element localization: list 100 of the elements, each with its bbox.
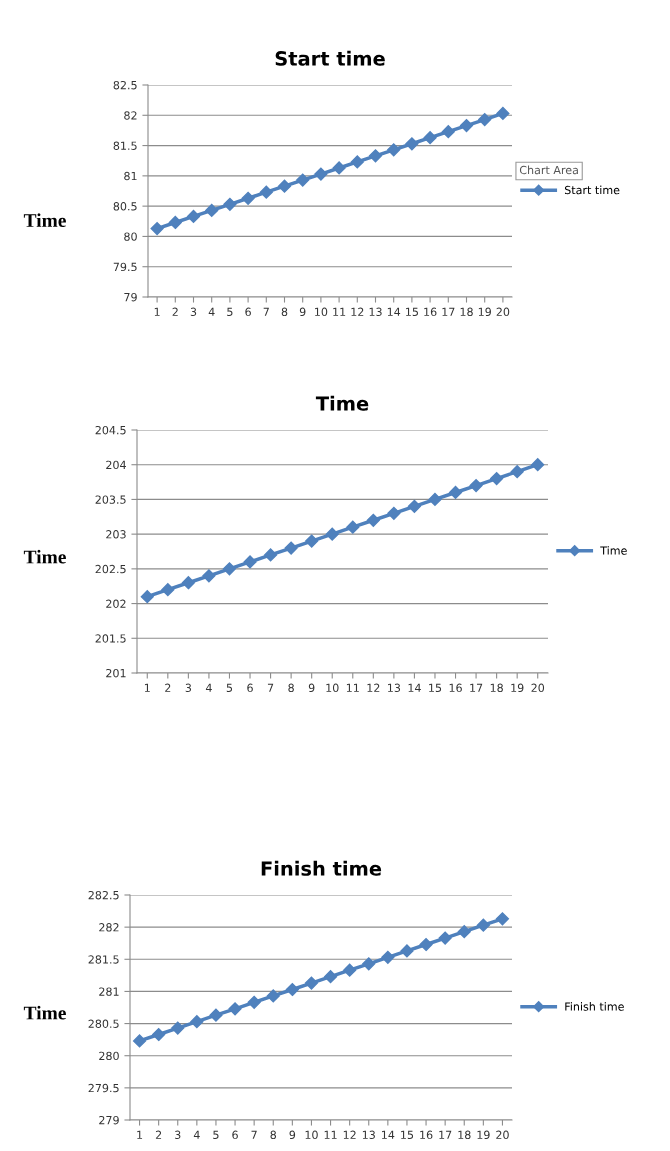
x-tick-label: 2 — [155, 1130, 162, 1139]
x-tick-label: 18 — [460, 307, 473, 317]
y-tick-label: 204 — [106, 460, 126, 470]
x-tick-label: 20 — [496, 1130, 509, 1140]
x-tick-label: 13 — [369, 307, 382, 317]
text: Chart Area — [519, 165, 578, 175]
point — [469, 478, 483, 493]
x-tick-label: 19 — [478, 307, 491, 317]
point — [304, 976, 319, 990]
point — [496, 106, 510, 121]
x-tick-label: 2 — [172, 307, 178, 316]
x-tick-label: 15 — [401, 1130, 414, 1140]
x-tick-label: 15 — [406, 307, 418, 317]
x-tick-label: 13 — [362, 1130, 375, 1140]
y-tick-label: 203.5 — [95, 495, 126, 504]
point — [186, 209, 201, 224]
y-tick-label: 80.5 — [113, 202, 137, 211]
y-tick-label: 201.5 — [95, 634, 126, 643]
x-tick-label: 5 — [213, 1130, 219, 1140]
point — [368, 149, 383, 163]
x-tick-label: 8 — [270, 1130, 277, 1140]
x-tick-label: 7 — [263, 307, 269, 316]
point — [350, 155, 364, 169]
y-tick-label: 82 — [124, 111, 137, 120]
y-tick-label: 279 — [99, 1115, 119, 1125]
x-tick-label: 19 — [511, 683, 524, 693]
point — [202, 569, 216, 583]
x-tick-label: 16 — [424, 307, 437, 317]
point — [407, 499, 422, 513]
point — [140, 590, 154, 604]
point — [209, 1008, 223, 1022]
y-tick-label: 202 — [106, 599, 126, 608]
legend-label: Finish time — [565, 1002, 624, 1011]
y-tick-label: 81 — [124, 171, 137, 181]
point — [296, 173, 310, 187]
x-tick-label: 12 — [343, 1130, 356, 1139]
legend-label: Time — [600, 546, 627, 555]
y-tick-label: 79.5 — [113, 262, 137, 272]
x-tick-label: 16 — [420, 1130, 433, 1140]
x-tick-label: 1 — [154, 307, 160, 316]
y-tick-label: 279.5 — [88, 1083, 119, 1093]
x-tick-label: 10 — [305, 1130, 318, 1140]
point — [263, 548, 278, 562]
point — [161, 583, 175, 597]
point — [438, 931, 452, 945]
x-tick-label: 6 — [245, 307, 251, 317]
x-tick-label: 14 — [382, 1130, 395, 1139]
point — [419, 937, 433, 952]
x-tick-label: 4 — [208, 307, 215, 316]
x-tick-label: 9 — [299, 307, 306, 317]
x-tick-label: 20 — [496, 307, 510, 317]
x-tick-label: 1 — [137, 1130, 143, 1139]
x-tick-label: 4 — [205, 683, 212, 692]
point — [323, 970, 338, 984]
point — [171, 1021, 185, 1035]
x-tick-label: 8 — [288, 683, 294, 693]
x-tick-label: 15 — [429, 683, 442, 693]
point — [405, 137, 419, 151]
x-tick-label: 6 — [247, 683, 253, 693]
x-tick-label: 7 — [251, 1130, 257, 1139]
x-tick-label: 17 — [442, 307, 455, 316]
x-tick-label: 11 — [333, 307, 346, 316]
point — [343, 963, 357, 977]
x-tick-label: 10 — [315, 307, 328, 317]
point — [387, 506, 401, 520]
x-tick-label: 3 — [190, 307, 197, 317]
point — [387, 143, 401, 157]
legend-label: Start time — [564, 185, 620, 195]
point — [150, 221, 164, 236]
x-tick-label: 20 — [531, 683, 545, 693]
x-tick-label: 10 — [326, 683, 339, 693]
x-tick-label: 18 — [458, 1130, 471, 1140]
point — [205, 203, 219, 217]
chart-title: Time — [315, 395, 369, 411]
y-axis-title: Time — [23, 213, 66, 228]
point — [381, 950, 395, 964]
point — [448, 485, 463, 500]
point — [510, 465, 524, 479]
y-tick-label: 281.5 — [88, 955, 119, 964]
x-tick-label: 9 — [289, 1130, 296, 1140]
y-tick-label: 201 — [106, 668, 126, 678]
point — [346, 520, 360, 534]
point — [362, 957, 376, 971]
x-tick-label: 17 — [439, 1130, 452, 1139]
x-tick-label: 18 — [490, 683, 503, 693]
point — [490, 472, 504, 486]
x-tick-label: 7 — [267, 683, 274, 692]
x-tick-label: 9 — [308, 683, 315, 693]
x-tick-label: 11 — [346, 683, 359, 692]
x-tick-label: 2 — [165, 683, 171, 692]
point — [247, 995, 261, 1009]
point — [241, 191, 255, 205]
x-tick-label: 12 — [351, 307, 364, 316]
point — [400, 944, 414, 958]
y-tick-label: 282.5 — [88, 890, 119, 900]
x-tick-label: 3 — [175, 1130, 181, 1140]
x-tick-label: 14 — [387, 307, 401, 316]
y-tick-label: 82.5 — [113, 80, 137, 90]
y-tick-label: 202.5 — [95, 564, 126, 574]
y-tick-label: 80 — [124, 232, 137, 241]
